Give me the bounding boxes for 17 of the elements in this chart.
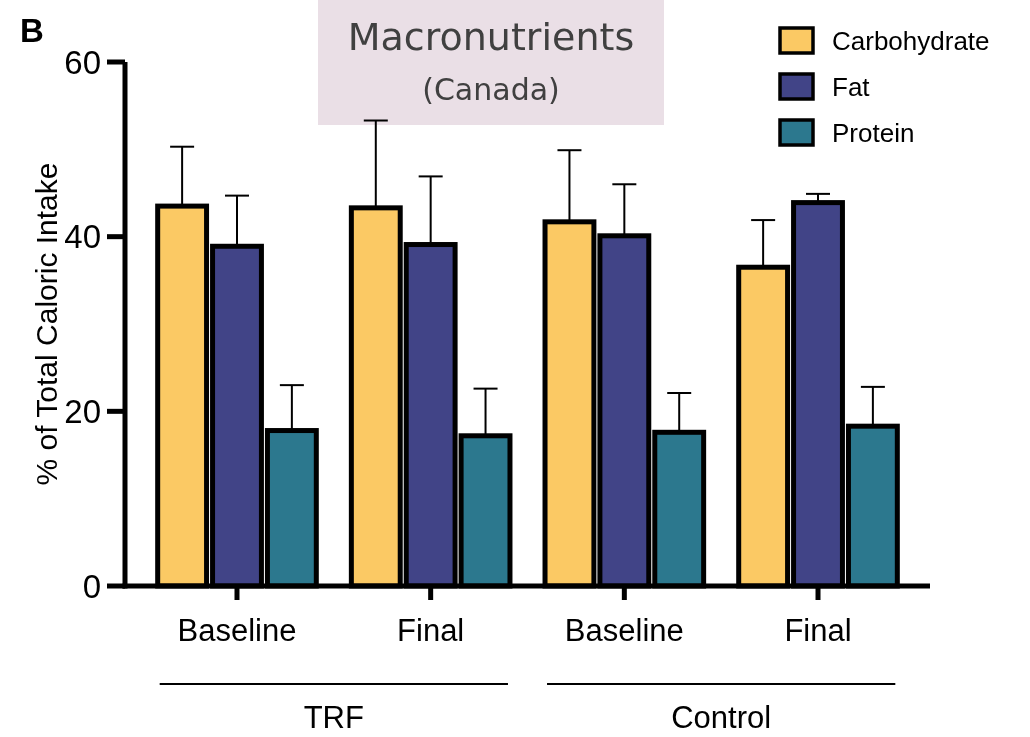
chart-subtitle: (Canada): [422, 72, 560, 107]
y-tick-label: 60: [64, 43, 101, 81]
x-tick-label: Final: [397, 613, 465, 648]
x-tick-label: Baseline: [177, 613, 297, 648]
y-axis-title: % of Total Caloric Intake: [30, 162, 63, 486]
text: TRF: [303, 700, 364, 735]
legend-label: Protein: [832, 117, 915, 148]
y-tick-label: 20: [64, 392, 101, 430]
text: Control: [671, 700, 772, 735]
y-tick-label: 0: [82, 567, 101, 605]
x-tick-label: Baseline: [564, 613, 684, 648]
legend-label: Carbohydrate: [832, 25, 990, 56]
chart-title: Macronutrients: [347, 15, 635, 59]
y-tick-label: 40: [64, 218, 101, 256]
legend-label: Fat: [832, 71, 871, 102]
text: B: [20, 12, 44, 49]
x-tick-label: Final: [784, 613, 852, 648]
